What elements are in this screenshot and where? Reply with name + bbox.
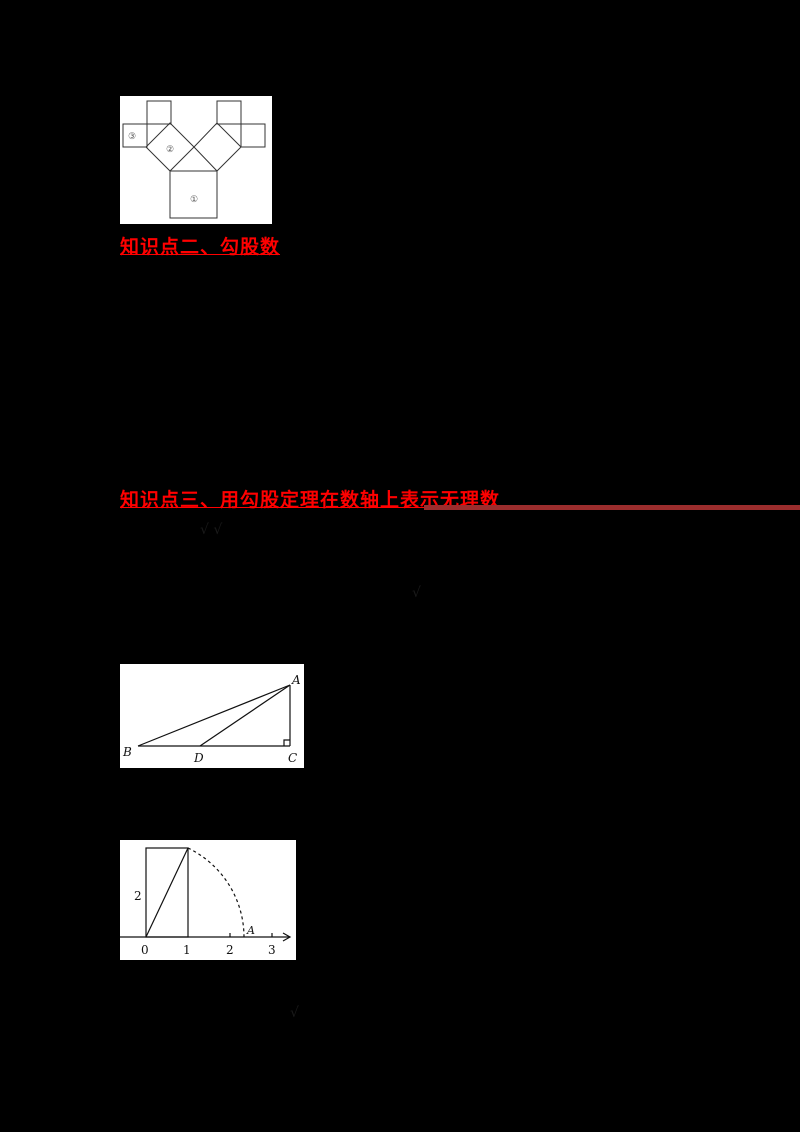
point-c: C <box>288 751 297 765</box>
section-heading-2: 知识点二、勾股数 <box>120 236 281 258</box>
faint-math-line-2: √ <box>412 585 421 601</box>
tick-0: 0 <box>141 943 149 957</box>
label-1: ① <box>190 195 198 205</box>
number-line-figure: 0 1 2 3 2 A <box>120 840 296 960</box>
label-3: ③ <box>128 132 136 142</box>
point-a: A <box>291 673 301 687</box>
faint-math-line-3: √ <box>290 1005 299 1021</box>
height-label: 2 <box>134 889 142 903</box>
pythagoras-tree-diagram: ③ ② ① <box>122 100 266 219</box>
triangle-diagram: A B C D <box>122 673 301 765</box>
tick-1: 1 <box>183 943 191 957</box>
number-line-diagram: 0 1 2 3 2 A <box>120 847 292 957</box>
triangle-figure: A B C D <box>120 664 304 768</box>
point-b: B <box>122 745 132 759</box>
point-a-label: A <box>246 924 255 937</box>
label-2: ② <box>166 145 174 155</box>
pythagoras-tree-figure: ③ ② ① <box>120 96 272 224</box>
tick-2: 2 <box>226 943 234 957</box>
point-d: D <box>193 751 204 765</box>
faint-math-line-1: √ √ <box>200 522 223 538</box>
section-heading-3: 知识点三、用勾股定理在数轴上表示无理数 <box>120 489 501 511</box>
section-rule <box>424 505 800 510</box>
tick-3: 3 <box>268 943 276 957</box>
